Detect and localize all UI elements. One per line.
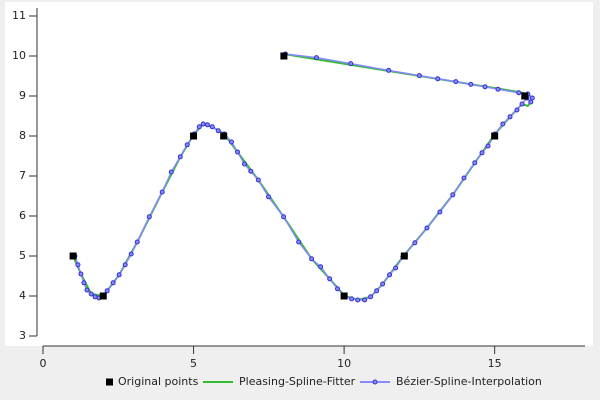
- point-marker: [453, 79, 459, 85]
- point-marker: [393, 265, 399, 271]
- point-marker: [400, 252, 408, 260]
- point-marker: [255, 177, 261, 183]
- point-marker: [184, 142, 190, 148]
- point-marker: [281, 214, 287, 220]
- point-marker: [386, 67, 392, 73]
- point-marker: [472, 160, 478, 166]
- plot-canvas: [5, 2, 593, 346]
- point-marker: [177, 154, 183, 160]
- legend-label: Bézier-Spline-Interpolation: [396, 375, 542, 388]
- point-marker: [116, 272, 122, 278]
- point-marker: [495, 86, 501, 92]
- point-marker: [318, 264, 324, 270]
- point-marker: [387, 272, 393, 278]
- legend-label: Pleasing-Spline-Fitter: [239, 375, 356, 388]
- point-marker: [122, 262, 128, 268]
- point-marker: [461, 175, 467, 181]
- point-marker: [516, 90, 522, 96]
- point-marker: [340, 292, 348, 300]
- point-marker: [104, 288, 110, 294]
- point-marker: [81, 280, 87, 286]
- x-tick-label: 0: [40, 357, 47, 370]
- point-marker: [374, 288, 380, 294]
- point-marker: [500, 121, 506, 127]
- point-marker: [348, 61, 354, 67]
- point-marker: [75, 262, 81, 268]
- point-marker: [529, 95, 535, 101]
- point-marker: [334, 286, 340, 292]
- y-tick-label: 7: [19, 169, 26, 182]
- x-tick-label: 15: [488, 357, 502, 370]
- point-marker: [84, 287, 90, 293]
- point-marker: [327, 276, 333, 282]
- point-marker: [519, 101, 525, 107]
- point-marker: [309, 256, 315, 262]
- point-marker: [200, 121, 206, 127]
- point-marker: [159, 189, 165, 195]
- y-tick-label: 3: [19, 329, 26, 342]
- y-tick-label: 4: [19, 289, 26, 302]
- point-marker: [168, 169, 174, 175]
- point-marker: [468, 81, 474, 87]
- point-marker: [215, 128, 221, 134]
- x-tick-label: 5: [190, 357, 197, 370]
- point-marker: [435, 76, 441, 82]
- point-marker: [479, 150, 485, 156]
- point-marker: [99, 292, 107, 300]
- point-marker: [296, 239, 302, 245]
- point-marker: [349, 296, 355, 302]
- point-marker: [485, 143, 491, 149]
- y-tick-label: 6: [19, 209, 26, 222]
- legend-marker: [372, 379, 378, 385]
- point-marker: [110, 280, 116, 286]
- point-marker: [362, 297, 368, 303]
- legend-marker: [106, 378, 113, 386]
- point-marker: [204, 122, 210, 128]
- point-marker: [241, 161, 247, 167]
- point-marker: [196, 124, 202, 130]
- point-marker: [190, 132, 198, 140]
- point-marker: [514, 107, 520, 113]
- point-marker: [209, 124, 215, 130]
- point-marker: [412, 240, 418, 246]
- point-marker: [248, 168, 254, 174]
- y-tick-label: 10: [12, 49, 26, 62]
- point-marker: [235, 149, 241, 155]
- point-marker: [134, 239, 140, 245]
- point-marker: [437, 209, 443, 215]
- point-marker: [266, 194, 272, 200]
- point-marker: [128, 251, 134, 257]
- point-marker: [424, 225, 430, 231]
- point-marker: [78, 271, 84, 277]
- point-marker: [368, 294, 374, 300]
- point-marker: [228, 139, 234, 145]
- point-marker: [92, 294, 98, 300]
- point-marker: [380, 281, 386, 287]
- point-marker: [491, 132, 499, 140]
- point-marker: [521, 92, 529, 100]
- point-marker: [450, 192, 456, 198]
- y-tick-label: 8: [19, 129, 26, 142]
- point-marker: [482, 84, 488, 90]
- point-marker: [69, 252, 77, 260]
- y-tick-label: 5: [19, 249, 26, 262]
- y-tick-label: 11: [12, 9, 26, 22]
- point-marker: [528, 99, 534, 105]
- point-marker: [313, 55, 319, 61]
- point-marker: [355, 297, 361, 303]
- x-tick-label: 10: [337, 357, 351, 370]
- point-marker: [416, 73, 422, 79]
- point-marker: [146, 214, 152, 220]
- point-marker: [507, 114, 513, 120]
- legend-label: Original points: [118, 375, 199, 388]
- point-marker: [280, 52, 288, 60]
- y-tick-label: 9: [19, 89, 26, 102]
- point-marker: [88, 291, 94, 297]
- point-marker: [220, 132, 228, 140]
